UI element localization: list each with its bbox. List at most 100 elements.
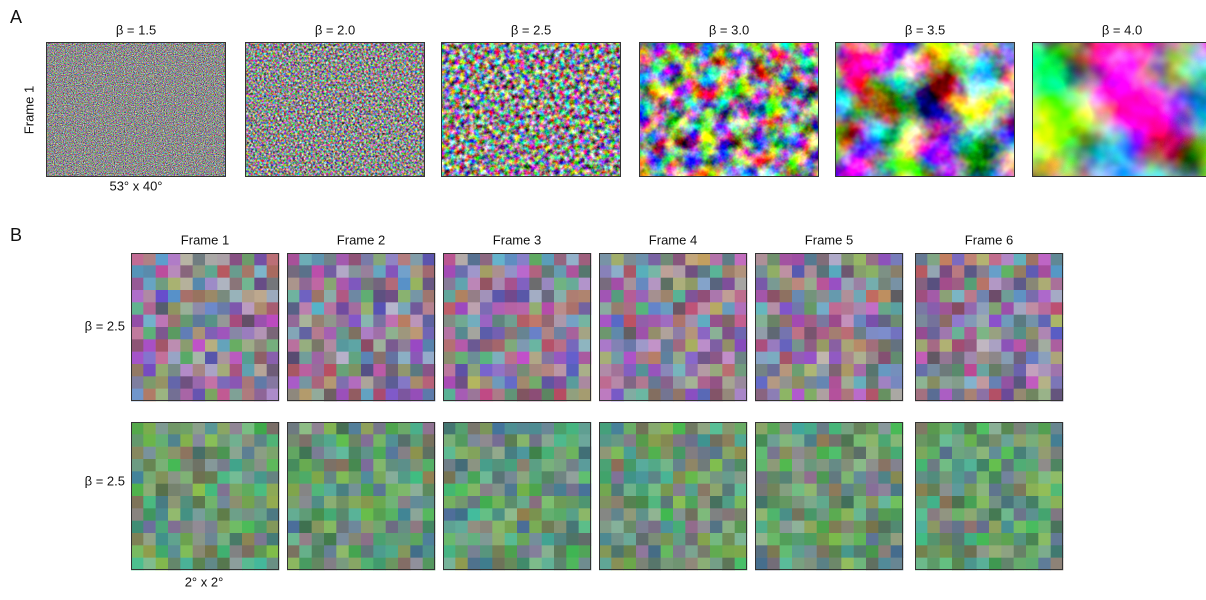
patch-cell — [989, 521, 1002, 534]
patch-cell — [373, 290, 386, 303]
patch-cell — [505, 545, 518, 558]
patch-cell — [423, 558, 436, 571]
patch-cell — [624, 508, 637, 521]
patch-cell — [480, 459, 493, 472]
patch-cell — [927, 521, 940, 534]
patch-cell — [168, 521, 181, 534]
patch-cell — [324, 339, 337, 352]
patch-cell — [854, 290, 867, 303]
patch-cell — [878, 521, 891, 534]
patch-cell — [143, 508, 156, 521]
patch-cell — [505, 265, 518, 278]
patch-cell — [217, 327, 230, 340]
patch-cell — [611, 434, 624, 447]
patch-cell — [891, 302, 904, 315]
patch-cell — [624, 376, 637, 389]
patch-cell — [180, 558, 193, 571]
patch-cell — [636, 364, 649, 377]
patch-cell — [989, 389, 1002, 402]
patch-cell — [661, 521, 674, 534]
patch-cell — [648, 339, 661, 352]
patch-cell — [542, 422, 555, 435]
patch-cell — [685, 434, 698, 447]
patch-cell — [468, 447, 481, 460]
patch-cell — [698, 290, 711, 303]
patch-cell — [373, 533, 386, 546]
patch-cell — [492, 434, 505, 447]
patch-cell — [443, 434, 456, 447]
patch-cell — [673, 389, 686, 402]
patch-cell — [566, 484, 579, 497]
patch-cell — [891, 484, 904, 497]
patch-cell — [673, 508, 686, 521]
patch-cell — [373, 327, 386, 340]
patch-cell — [698, 389, 711, 402]
patch-cell — [579, 533, 592, 546]
patch-cell — [349, 376, 362, 389]
patch-cell — [927, 471, 940, 484]
patch-cell — [168, 558, 181, 571]
patch-cell — [792, 459, 805, 472]
patch-cell — [866, 496, 879, 509]
patch-cell — [349, 339, 362, 352]
patch-cell — [180, 521, 193, 534]
patch-cell — [673, 339, 686, 352]
noise-image — [639, 42, 819, 177]
patch-cell — [410, 339, 423, 352]
patch-cell — [661, 278, 674, 291]
patch-cell — [952, 376, 965, 389]
patch-cell — [977, 508, 990, 521]
patch-cell — [242, 521, 255, 534]
patch-cell — [891, 278, 904, 291]
patch-cell — [624, 327, 637, 340]
patch-cell — [685, 558, 698, 571]
patch-cell — [131, 496, 144, 509]
patch-cell — [480, 558, 493, 571]
patch-cell — [312, 434, 325, 447]
patch-cell — [180, 315, 193, 328]
patch-cell — [841, 389, 854, 402]
patch-cell — [554, 339, 567, 352]
patch-cell — [205, 447, 218, 460]
patch-cell — [242, 339, 255, 352]
patch-cell — [661, 545, 674, 558]
patch-cell — [267, 459, 280, 472]
patch-cell — [193, 389, 206, 402]
patch-cell — [685, 302, 698, 315]
patch-cell — [579, 389, 592, 402]
patch-cell — [230, 459, 243, 472]
patch-cell — [287, 253, 300, 266]
patch-cell — [940, 352, 953, 365]
patch-cell — [977, 376, 990, 389]
patch-cell — [242, 364, 255, 377]
patch-cell — [624, 447, 637, 460]
patch-cell — [468, 352, 481, 365]
patch-cell — [287, 302, 300, 315]
patch-cell — [829, 339, 842, 352]
patch-cell — [977, 447, 990, 460]
patch-cell — [755, 352, 768, 365]
patch-cell — [349, 364, 362, 377]
patch-cell — [611, 533, 624, 546]
patch-cell — [767, 278, 780, 291]
patch-cell — [156, 290, 169, 303]
patch-cell — [735, 422, 748, 435]
patch-cell — [722, 265, 735, 278]
patch-cell — [878, 352, 891, 365]
patch-cell — [735, 496, 748, 509]
patch-cell — [866, 447, 879, 460]
patch-cell — [878, 447, 891, 460]
patch-cell — [230, 545, 243, 558]
patch-cell — [1014, 364, 1027, 377]
patch-cell — [1026, 508, 1039, 521]
patch-cell — [854, 352, 867, 365]
patch-cell — [492, 339, 505, 352]
patch-cell — [952, 253, 965, 266]
patch-cell — [767, 484, 780, 497]
patch-cell — [143, 290, 156, 303]
patch-cell — [854, 339, 867, 352]
patch-cell — [829, 496, 842, 509]
patch-cell — [455, 376, 468, 389]
patch-cell — [735, 521, 748, 534]
patch-cell — [1014, 459, 1027, 472]
